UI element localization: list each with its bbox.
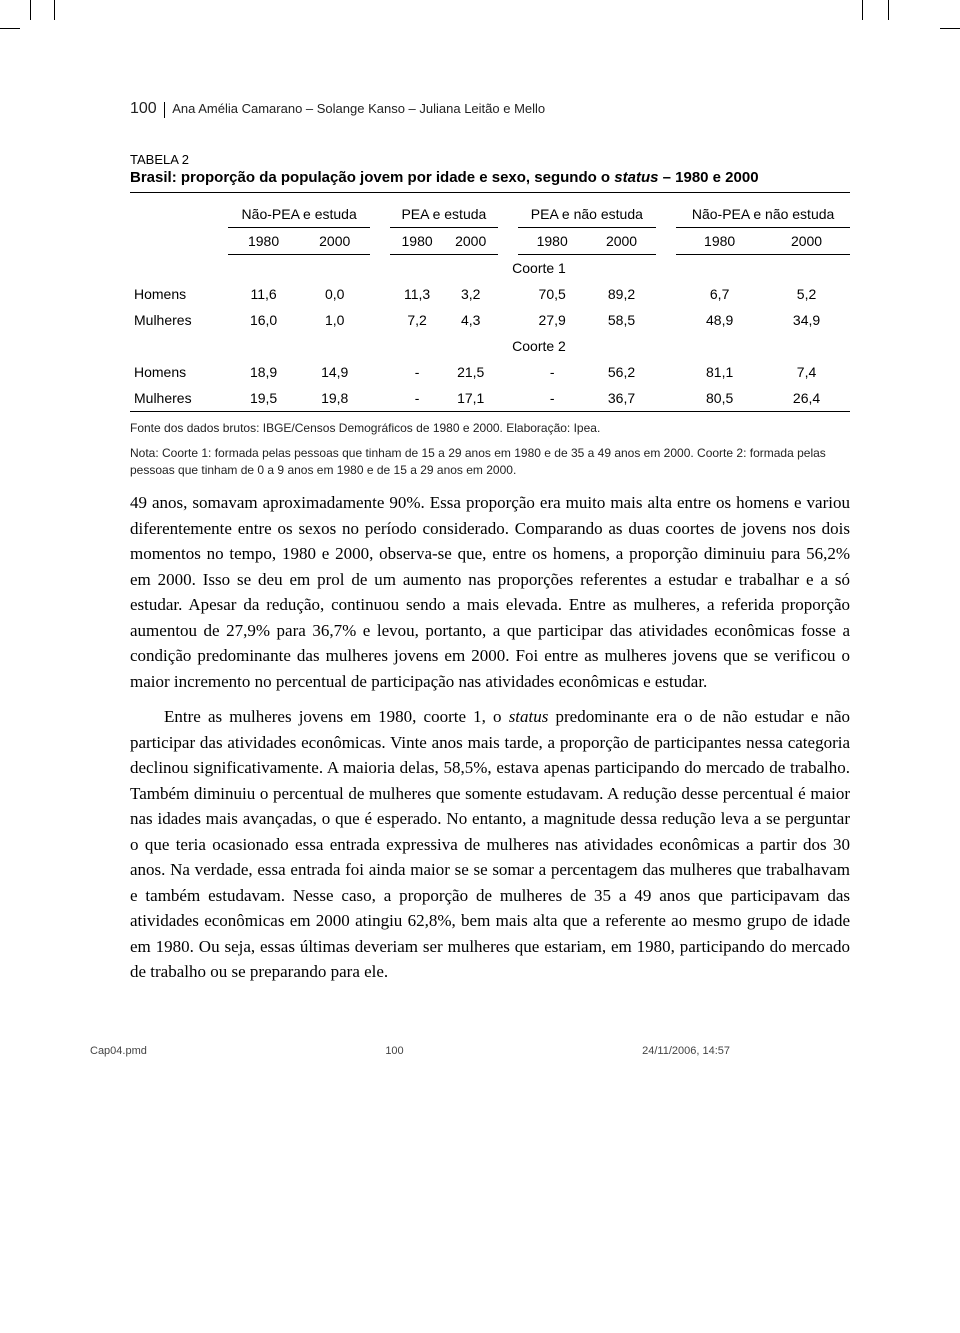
row-label: Mulheres [130, 307, 228, 333]
cell: 3,2 [444, 281, 498, 307]
cohort-label: Coorte 2 [228, 333, 850, 359]
table-label: TABELA 2 [130, 152, 850, 167]
footer-page: 100 [385, 1045, 403, 1057]
year-cell: 2000 [587, 228, 656, 255]
table-header-groups: Não-PEA e estuda PEA e estuda PEA e não … [130, 201, 850, 228]
row-label: Homens [130, 359, 228, 385]
paragraph: Entre as mulheres jovens em 1980, coorte… [130, 704, 850, 985]
cell: 36,7 [587, 385, 656, 412]
cell: 5,2 [763, 281, 850, 307]
cell: - [390, 385, 444, 412]
page-number: 100 [130, 100, 157, 117]
cell: 56,2 [587, 359, 656, 385]
col-group: PEA e estuda [390, 201, 497, 228]
cell: - [518, 385, 587, 412]
footer-date: 24/11/2006, 14:57 [642, 1045, 730, 1057]
table-row: Homens 18,9 14,9 - 21,5 - 56,2 81,1 7,4 [130, 359, 850, 385]
cell: 26,4 [763, 385, 850, 412]
cell: 14,9 [299, 359, 370, 385]
cell: - [390, 359, 444, 385]
cohort-label: Coorte 1 [228, 255, 850, 282]
cell: 6,7 [676, 281, 763, 307]
cell: 0,0 [299, 281, 370, 307]
row-label: Homens [130, 281, 228, 307]
cell: 34,9 [763, 307, 850, 333]
table-source: Fonte dos dados brutos: IBGE/Censos Demo… [130, 420, 850, 437]
paragraph: 49 anos, somavam aproximadamente 90%. Es… [130, 490, 850, 694]
table-header-years: 1980 2000 1980 2000 1980 2000 1980 2000 [130, 228, 850, 255]
cell: 58,5 [587, 307, 656, 333]
authors-line: Ana Amélia Camarano – Solange Kanso – Ju… [172, 101, 545, 116]
table-title: Brasil: proporção da população jovem por… [130, 169, 850, 193]
cell: 21,5 [444, 359, 498, 385]
footer-file: Cap04.pmd [90, 1045, 147, 1057]
cell: 19,5 [228, 385, 299, 412]
cohort-1-label-row: Coorte 1 [130, 255, 850, 282]
table-row: Mulheres 19,5 19,8 - 17,1 - 36,7 80,5 26… [130, 385, 850, 412]
cell: 27,9 [518, 307, 587, 333]
cell: 80,5 [676, 385, 763, 412]
year-cell: 1980 [518, 228, 587, 255]
table-row: Homens 11,6 0,0 11,3 3,2 70,5 89,2 6,7 5… [130, 281, 850, 307]
p2-post: predominante era o de não estudar e não … [130, 707, 850, 981]
cell: 4,3 [444, 307, 498, 333]
year-cell: 1980 [228, 228, 299, 255]
page-footer: Cap04.pmd 100 24/11/2006, 14:57 [0, 1045, 960, 1077]
col-group: Não-PEA e não estuda [676, 201, 850, 228]
cell: 81,1 [676, 359, 763, 385]
cell: 7,2 [390, 307, 444, 333]
year-cell: 1980 [390, 228, 444, 255]
cell: 7,4 [763, 359, 850, 385]
cell: 1,0 [299, 307, 370, 333]
body-text: 49 anos, somavam aproximadamente 90%. Es… [130, 490, 850, 985]
running-header: 100 Ana Amélia Camarano – Solange Kanso … [130, 100, 850, 122]
cell: - [518, 359, 587, 385]
cell: 16,0 [228, 307, 299, 333]
page-content: 100 Ana Amélia Camarano – Solange Kanso … [0, 0, 960, 1045]
cell: 11,3 [390, 281, 444, 307]
cell: 89,2 [587, 281, 656, 307]
year-cell: 2000 [763, 228, 850, 255]
col-group: PEA e não estuda [518, 201, 657, 228]
cell: 18,9 [228, 359, 299, 385]
p2-pre: Entre as mulheres jovens em 1980, coorte… [164, 707, 509, 726]
data-table: Não-PEA e estuda PEA e estuda PEA e não … [130, 201, 850, 412]
col-group: Não-PEA e estuda [228, 201, 370, 228]
cell: 17,1 [444, 385, 498, 412]
year-cell: 2000 [299, 228, 370, 255]
table-title-prefix: Brasil: proporção da população jovem por… [130, 169, 614, 186]
row-label: Mulheres [130, 385, 228, 412]
table-row: Mulheres 16,0 1,0 7,2 4,3 27,9 58,5 48,9… [130, 307, 850, 333]
p2-italic: status [509, 707, 549, 726]
cohort-2-label-row: Coorte 2 [130, 333, 850, 359]
cell: 48,9 [676, 307, 763, 333]
year-cell: 1980 [676, 228, 763, 255]
year-cell: 2000 [444, 228, 498, 255]
cell: 70,5 [518, 281, 587, 307]
table-title-italic: status [614, 169, 658, 186]
cell: 11,6 [228, 281, 299, 307]
table-note: Nota: Coorte 1: formada pelas pessoas qu… [130, 445, 850, 479]
table-title-suffix: – 1980 e 2000 [658, 169, 758, 186]
cell: 19,8 [299, 385, 370, 412]
